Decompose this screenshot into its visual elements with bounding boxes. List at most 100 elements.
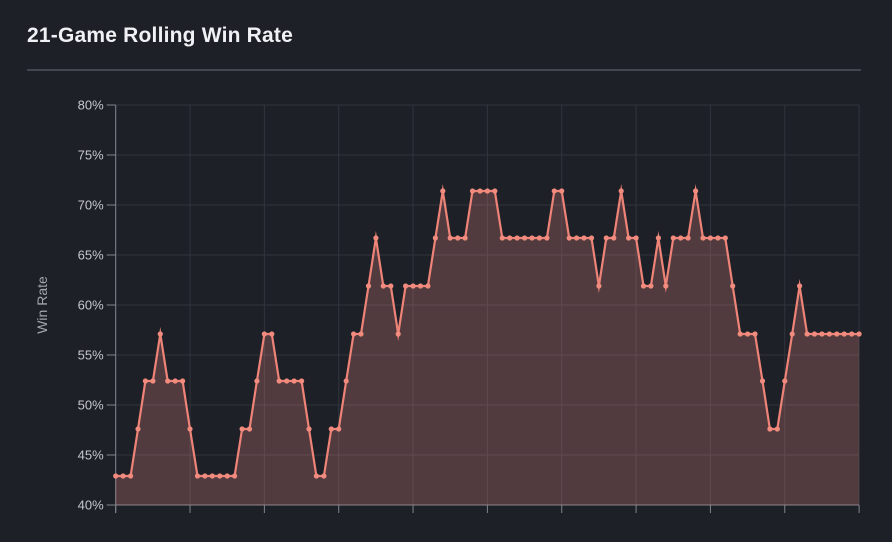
data-point	[774, 426, 780, 432]
data-point	[574, 235, 580, 241]
data-point	[291, 378, 297, 384]
data-point	[745, 331, 751, 337]
y-axis-title: Win Rate	[34, 276, 50, 334]
data-point	[403, 283, 409, 289]
y-axis-tick-label: 45%	[78, 448, 104, 463]
data-point	[232, 473, 238, 479]
data-point	[261, 331, 267, 337]
data-point	[351, 331, 357, 337]
data-point	[172, 378, 178, 384]
data-point	[455, 235, 461, 241]
data-point	[373, 235, 379, 241]
data-point	[306, 426, 312, 432]
data-point	[529, 235, 535, 241]
data-point	[700, 235, 706, 241]
data-point	[737, 331, 743, 337]
data-point	[113, 473, 119, 479]
data-point	[246, 426, 253, 432]
axis-layer	[106, 104, 860, 513]
data-point	[365, 283, 372, 289]
data-point	[752, 331, 758, 337]
data-point	[343, 378, 349, 384]
label-layer: 80% 75% 70% 65% 60% 55% 50% 45% 40%	[78, 98, 104, 513]
data-point	[224, 473, 230, 479]
y-axis-tick-label: 40%	[78, 498, 104, 513]
y-axis-tick-label: 50%	[78, 398, 104, 413]
y-axis-tick-label: 80%	[78, 98, 104, 113]
title-divider	[27, 69, 861, 71]
data-point	[299, 378, 305, 384]
data-point	[544, 235, 550, 241]
data-point	[536, 235, 543, 241]
data-point	[693, 188, 699, 194]
chart-title: 21-Game Rolling Win Rate	[27, 24, 293, 47]
data-point	[142, 378, 148, 384]
data-point	[180, 378, 186, 384]
series-area-fill	[115, 191, 860, 505]
data-point	[789, 331, 795, 337]
data-point	[856, 331, 862, 337]
data-point	[462, 235, 468, 241]
data-point	[559, 188, 565, 194]
data-point	[447, 235, 453, 241]
data-point	[209, 473, 215, 479]
data-point	[157, 331, 163, 337]
data-point	[648, 283, 654, 289]
data-point	[120, 473, 126, 479]
data-point	[588, 235, 595, 241]
data-point	[239, 426, 245, 432]
data-point	[834, 331, 840, 337]
data-point	[782, 378, 788, 384]
data-point	[321, 473, 327, 479]
data-point	[514, 235, 520, 241]
data-point	[276, 378, 282, 384]
data-point	[469, 188, 476, 194]
data-point	[165, 378, 171, 384]
y-axis-tick-label: 70%	[78, 198, 104, 213]
data-point	[150, 378, 156, 384]
win-rate-series	[113, 183, 862, 505]
data-point	[626, 235, 632, 241]
data-point	[611, 235, 617, 241]
data-point	[187, 426, 193, 432]
data-point	[767, 426, 773, 432]
data-point	[707, 235, 714, 241]
data-point	[551, 188, 557, 194]
data-point	[522, 235, 528, 241]
y-axis-tick-label: 60%	[78, 298, 104, 313]
data-point	[217, 473, 223, 479]
data-point	[128, 473, 134, 479]
data-point	[663, 283, 669, 289]
data-point	[678, 235, 684, 241]
data-point	[566, 235, 572, 241]
y-axis-tick-label: 75%	[78, 148, 104, 163]
data-point	[685, 235, 691, 241]
data-point	[811, 331, 818, 337]
data-point	[715, 235, 721, 241]
data-point	[380, 283, 386, 289]
data-point	[819, 331, 825, 337]
data-point	[655, 235, 662, 241]
data-point	[722, 235, 728, 241]
data-point	[395, 331, 401, 337]
data-point	[484, 188, 490, 194]
data-point	[841, 331, 847, 337]
data-point	[440, 188, 446, 194]
data-point	[633, 235, 639, 241]
data-point	[797, 283, 803, 289]
data-point	[849, 331, 855, 337]
data-point	[417, 283, 424, 289]
data-point	[730, 283, 736, 289]
data-point	[432, 235, 438, 241]
data-point	[804, 331, 810, 337]
data-point	[254, 378, 260, 384]
data-point	[640, 283, 647, 289]
data-point	[425, 283, 431, 289]
data-point	[194, 473, 201, 479]
data-point	[135, 426, 141, 432]
data-point	[313, 473, 319, 479]
data-point	[826, 331, 833, 337]
data-point	[410, 283, 416, 289]
data-point	[507, 235, 513, 241]
